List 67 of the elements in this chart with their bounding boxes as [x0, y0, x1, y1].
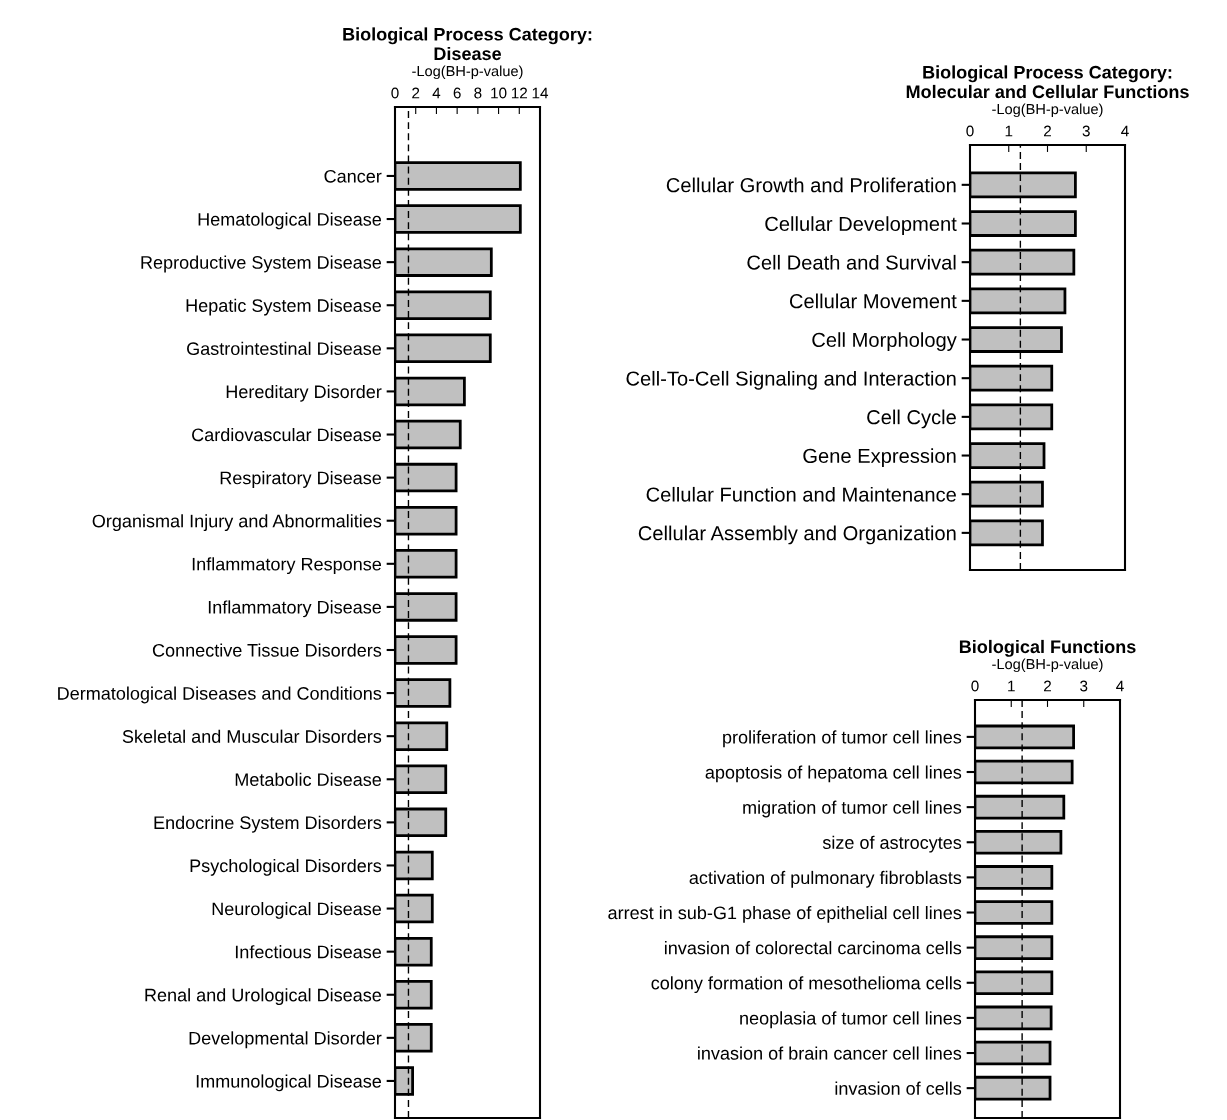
y-tick-label: Cellular Movement	[789, 293, 957, 309]
x-tick-label: 0	[966, 125, 974, 137]
chart-title: Biological Functions	[959, 639, 1136, 657]
x-tick-label: 3	[1080, 680, 1088, 692]
y-tick-label: Connective Tissue Disorders	[152, 643, 382, 657]
x-tick-label: 8	[474, 87, 482, 99]
y-tick-label: Neurological Disease	[212, 902, 382, 919]
y-tick-label: Cellular Development	[765, 216, 957, 235]
y-tick-label: Reproductive System Disease	[141, 255, 382, 273]
y-tick-label: migration of tumor cell lines	[743, 800, 962, 818]
x-tick-label: 4	[1116, 680, 1124, 692]
x-tick-label: 2	[1044, 125, 1051, 137]
y-tick-label: activation of pulmonary fibroblasts	[689, 870, 962, 888]
y-tick-label: Skeletal and Muscular Disorders	[122, 729, 382, 743]
y-tick-label: Inflammatory Disease	[208, 600, 382, 618]
y-tick-label: Cell Cycle	[867, 409, 956, 429]
x-tick-label: 4	[432, 87, 441, 99]
y-tick-label: Gastrointestinal Disease	[187, 341, 382, 356]
y-tick-label: neoplasia of tumor cell lines	[740, 1011, 962, 1029]
x-axis-title: -Log(BH-p-value)	[992, 103, 1103, 118]
y-tick-label: Cardiovascular Disease	[192, 427, 382, 442]
y-tick-label: invasion of brain cancer cell lines	[698, 1046, 962, 1060]
y-tick-label: Cancer	[324, 169, 382, 183]
y-tick-label: arrest in sub-G1 phase of epithelial cell lines	[608, 905, 962, 923]
y-tick-label: Cell Morphology	[812, 332, 957, 351]
y-tick-label: Infectious Disease	[235, 945, 382, 959]
y-tick-label: Hepatic System Disease	[186, 298, 382, 316]
x-tick-label: 2	[412, 87, 420, 99]
x-tick-label: 14	[532, 87, 549, 99]
y-tick-label: Cell Death and Survival	[747, 254, 956, 270]
y-tick-label: Cellular Assembly and Organization	[638, 525, 956, 545]
y-tick-label: Gene Expression	[803, 448, 956, 468]
y-tick-label: Renal and Urological Disease	[145, 988, 382, 1006]
y-tick-label: Immunological Disease	[196, 1074, 382, 1092]
y-tick-label: Hematological Disease	[198, 212, 382, 230]
x-tick-label: 1	[1005, 125, 1013, 137]
chart-title: Biological Process Category: Molecular and Cellular Functions	[906, 65, 1189, 99]
chart-title: Biological Process Category: Disease	[343, 27, 592, 61]
x-axis-title: -Log(BH-p-value)	[992, 658, 1103, 673]
y-tick-label: apoptosis of hepatoma cell lines	[705, 765, 962, 783]
y-tick-label: Developmental Disorder	[189, 1031, 382, 1049]
y-tick-label: invasion of cells	[835, 1081, 962, 1095]
y-tick-label: Metabolic Disease	[235, 772, 382, 786]
y-tick-label: Hereditary Disorder	[226, 384, 382, 402]
y-tick-label: Psychological Disorders	[190, 858, 382, 876]
y-tick-label: size of astrocytes	[822, 835, 962, 853]
y-tick-label: Respiratory Disease	[220, 471, 382, 488]
y-tick-label: invasion of colorectal carcinoma cells	[664, 941, 962, 955]
y-tick-label: Cell-To-Cell Signaling and Interaction	[626, 370, 956, 390]
y-tick-label: Inflammatory Response	[192, 557, 382, 575]
y-tick-label: colony formation of mesothelioma cells	[651, 976, 962, 994]
y-tick-label: Organismal Injury and Abnormalities	[92, 514, 382, 531]
x-axis-title: -Log(BH-p-value)	[412, 65, 523, 80]
x-tick-label: 10	[491, 87, 507, 99]
y-tick-label: Endocrine System Disorders	[154, 815, 382, 833]
x-tick-label: 1	[1008, 680, 1015, 692]
y-tick-label: Dermatological Diseases and Conditions	[58, 686, 382, 704]
y-tick-label: Cellular Function and Maintenance	[646, 486, 956, 502]
x-tick-label: 12	[511, 87, 528, 99]
x-tick-label: 3	[1082, 125, 1090, 137]
y-tick-label: proliferation of tumor cell lines	[723, 730, 962, 748]
x-tick-label: 4	[1121, 125, 1129, 137]
x-tick-label: 0	[391, 87, 399, 99]
x-tick-label: 6	[453, 87, 461, 99]
y-tick-label: Cellular Growth and Proliferation	[666, 177, 956, 193]
x-tick-label: 0	[971, 680, 979, 692]
x-tick-label: 2	[1044, 680, 1051, 692]
